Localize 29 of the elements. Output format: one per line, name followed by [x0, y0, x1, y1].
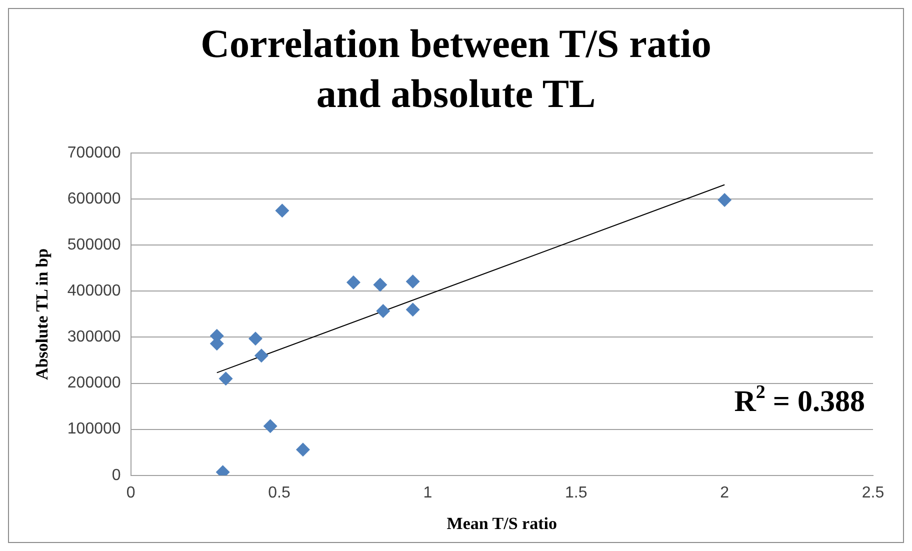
x-tick-label: 0.5 — [268, 484, 290, 502]
y-tick-label: 200000 — [67, 374, 121, 392]
point — [275, 204, 290, 218]
chart-title: Correlation between T/S ratio and absolute TL — [200, 20, 712, 118]
y-tick-label: 500000 — [67, 236, 121, 254]
point — [248, 332, 262, 346]
y-tick-label: 600000 — [67, 190, 121, 208]
y-tick-label: 100000 — [67, 420, 121, 438]
point — [346, 275, 360, 290]
point — [373, 278, 388, 292]
x-tick-label: 2.5 — [862, 484, 884, 502]
x-tick-label: 2 — [720, 484, 730, 502]
y-axis-title: Absolute TL in bp — [32, 248, 52, 380]
y-tick-label: 300000 — [67, 328, 121, 346]
point — [406, 302, 420, 317]
point — [296, 442, 310, 457]
point — [718, 192, 732, 207]
x-tick-label: 0 — [126, 484, 136, 502]
point — [218, 372, 233, 386]
point — [254, 348, 268, 363]
y-tick-label: 400000 — [67, 282, 121, 300]
point — [263, 419, 278, 434]
y-tick-label: 0 — [112, 466, 121, 484]
point — [376, 304, 390, 318]
x-tick-label: 1 — [423, 484, 432, 502]
point — [406, 274, 420, 288]
x-axis-title: Mean T/S ratio — [446, 514, 557, 534]
y-tick-label: 700000 — [67, 144, 121, 162]
x-tick-label: 1.5 — [564, 484, 588, 502]
